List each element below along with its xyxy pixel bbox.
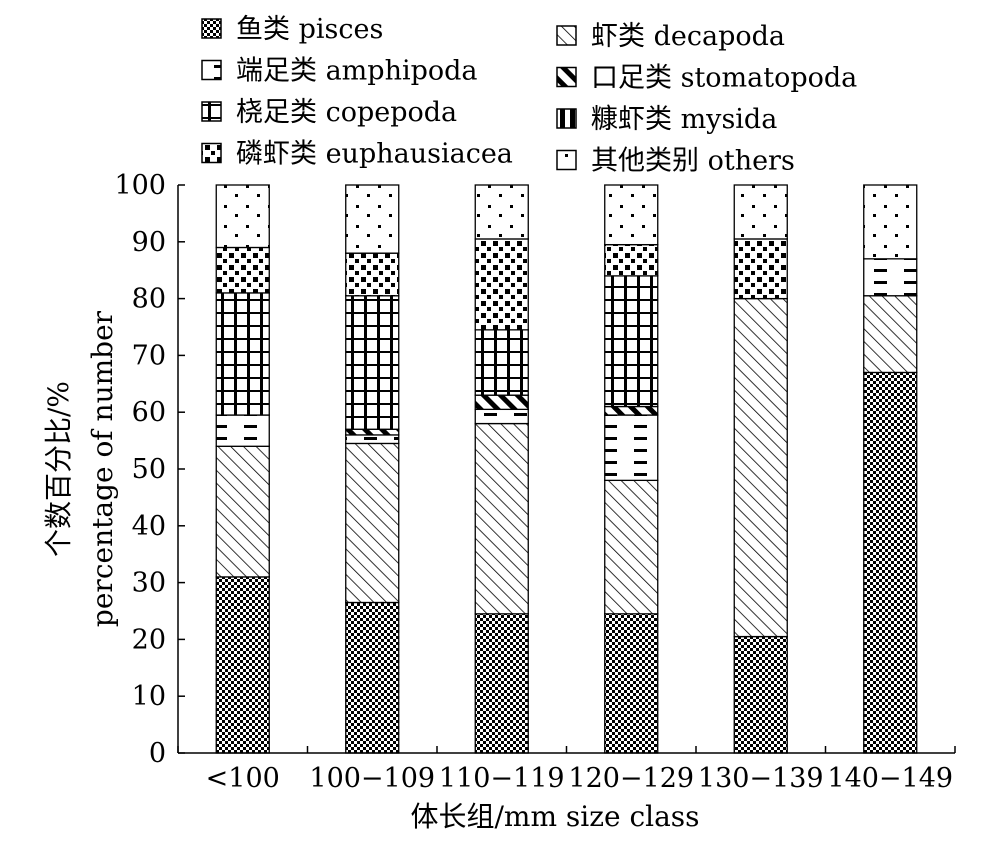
bar-segment-dots-0 — [215, 184, 270, 249]
y-axis-title-en: percentage of number — [86, 310, 119, 627]
x-tick-label: 140−149 — [827, 763, 953, 794]
bar-segment-dash-5 — [863, 258, 918, 297]
y-tick-label: 20 — [132, 624, 166, 655]
x-tick-label: <100 — [206, 763, 280, 794]
y-tick-label: 10 — [132, 681, 166, 712]
bar-segment-blocks-0 — [215, 246, 270, 294]
legend-swatch-grid — [201, 101, 222, 122]
bar-segment-grid-2 — [474, 329, 529, 396]
bar-segment-diagonal-1 — [345, 442, 400, 604]
legend-swatch-dots — [556, 149, 577, 171]
legend-swatch-diagstrip — [556, 66, 577, 88]
bar-segment-grid-1 — [345, 295, 400, 430]
bar-segment-dash-1 — [345, 434, 400, 445]
bar-segment-grid-3 — [604, 275, 659, 408]
bar-segment-checker-3 — [604, 613, 659, 754]
y-tick-label: 70 — [132, 340, 166, 371]
y-tick-label: 30 — [132, 568, 166, 599]
legend-swatch-blocks — [201, 142, 222, 164]
bar-segment-blocks-1 — [345, 252, 400, 297]
x-tick-label: 120−129 — [568, 763, 694, 794]
bar-segment-diagonal-0 — [215, 445, 270, 578]
legend-label: 端足类 amphipoda — [236, 56, 478, 87]
bar-segment-checker-4 — [733, 635, 788, 754]
y-tick-label: 0 — [149, 738, 166, 769]
y-tick-label: 80 — [132, 284, 166, 315]
legend-label: 磷虾类 euphausiacea — [236, 139, 513, 170]
bar-segment-blocks-4 — [733, 238, 788, 300]
bar-segment-dots-5 — [863, 184, 918, 260]
x-tick-label: 130−139 — [698, 763, 824, 794]
x-axis-title: 体长组/mm size class — [410, 800, 699, 833]
bar-segment-grid-0 — [215, 292, 270, 416]
bar-segment-dots-3 — [604, 184, 659, 246]
y-tick-label: 90 — [132, 227, 166, 258]
bar-segment-dash-2 — [474, 408, 529, 425]
legend-label: 口足类 stomatopoda — [591, 63, 857, 94]
bar-segment-diagstrip-1 — [345, 428, 400, 436]
legend-swatch-diagonal — [556, 25, 577, 46]
bar-segment-dots-4 — [733, 184, 788, 240]
y-tick-label: 40 — [132, 511, 166, 542]
bar-segment-checker-0 — [215, 576, 270, 754]
bar-segment-diagonal-5 — [863, 295, 918, 374]
y-tick-label: 100 — [114, 170, 166, 201]
y-tick-label: 60 — [132, 397, 166, 428]
bar-segment-diagstrip-2 — [474, 394, 529, 411]
x-tick-label: 110−119 — [439, 763, 565, 794]
legend-swatch-checker — [201, 18, 222, 39]
legend-swatch-dash — [201, 59, 222, 81]
bar-segment-blocks-2 — [474, 238, 529, 331]
bar-segment-diagonal-3 — [604, 479, 659, 615]
legend-swatch-half — [556, 108, 577, 129]
legend-label: 鱼类 pisces — [236, 14, 383, 45]
bar-segment-diagstrip-3 — [604, 405, 659, 416]
bar-segment-dots-2 — [474, 184, 529, 240]
legend-label: 其他类别 others — [591, 146, 795, 177]
bar-segment-checker-1 — [345, 601, 400, 754]
bar-segment-checker-5 — [863, 371, 918, 754]
bar-segment-diagonal-4 — [733, 297, 788, 638]
y-axis-title-cn: 个数百分比/% — [42, 381, 75, 557]
legend-label: 虾类 decapoda — [591, 21, 785, 52]
bar-segment-diagonal-2 — [474, 422, 529, 615]
legend-label: 糠虾类 mysida — [591, 104, 777, 135]
y-tick-label: 50 — [132, 454, 166, 485]
bar-segment-blocks-3 — [604, 243, 659, 277]
bar-segment-checker-2 — [474, 613, 529, 754]
legend-label: 桡足类 copepoda — [236, 97, 457, 128]
bar-segment-dots-1 — [345, 184, 400, 254]
bar-segment-dash-0 — [215, 414, 270, 447]
bar-segment-dash-3 — [604, 414, 659, 482]
x-tick-label: 100−109 — [309, 763, 435, 794]
